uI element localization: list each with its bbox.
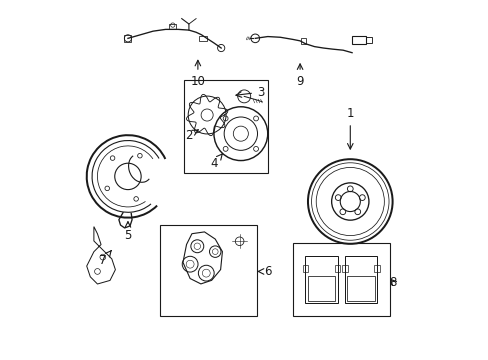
Text: 5: 5 [124, 222, 131, 242]
Bar [305, 256, 337, 303]
Text: 8: 8 [389, 276, 396, 289]
Bar [346, 276, 374, 301]
Text: 1: 1 [346, 107, 353, 149]
Bar [124, 35, 131, 41]
Text: 10: 10 [190, 60, 205, 88]
Bar [183, 80, 267, 173]
Bar [160, 225, 257, 316]
Bar [334, 265, 340, 273]
Bar [301, 38, 305, 44]
Text: 4: 4 [210, 154, 222, 170]
Bar [199, 36, 207, 41]
Bar [373, 265, 379, 273]
Bar [365, 37, 371, 43]
Bar [351, 36, 365, 44]
Bar [303, 265, 308, 273]
Text: 9: 9 [296, 64, 303, 88]
Text: 7: 7 [99, 251, 111, 267]
Bar [344, 256, 376, 303]
Bar [292, 243, 389, 316]
Text: 3: 3 [235, 86, 264, 99]
Text: 2: 2 [185, 129, 198, 142]
Bar [307, 276, 335, 301]
Bar [342, 265, 347, 273]
Text: 6: 6 [258, 265, 271, 278]
